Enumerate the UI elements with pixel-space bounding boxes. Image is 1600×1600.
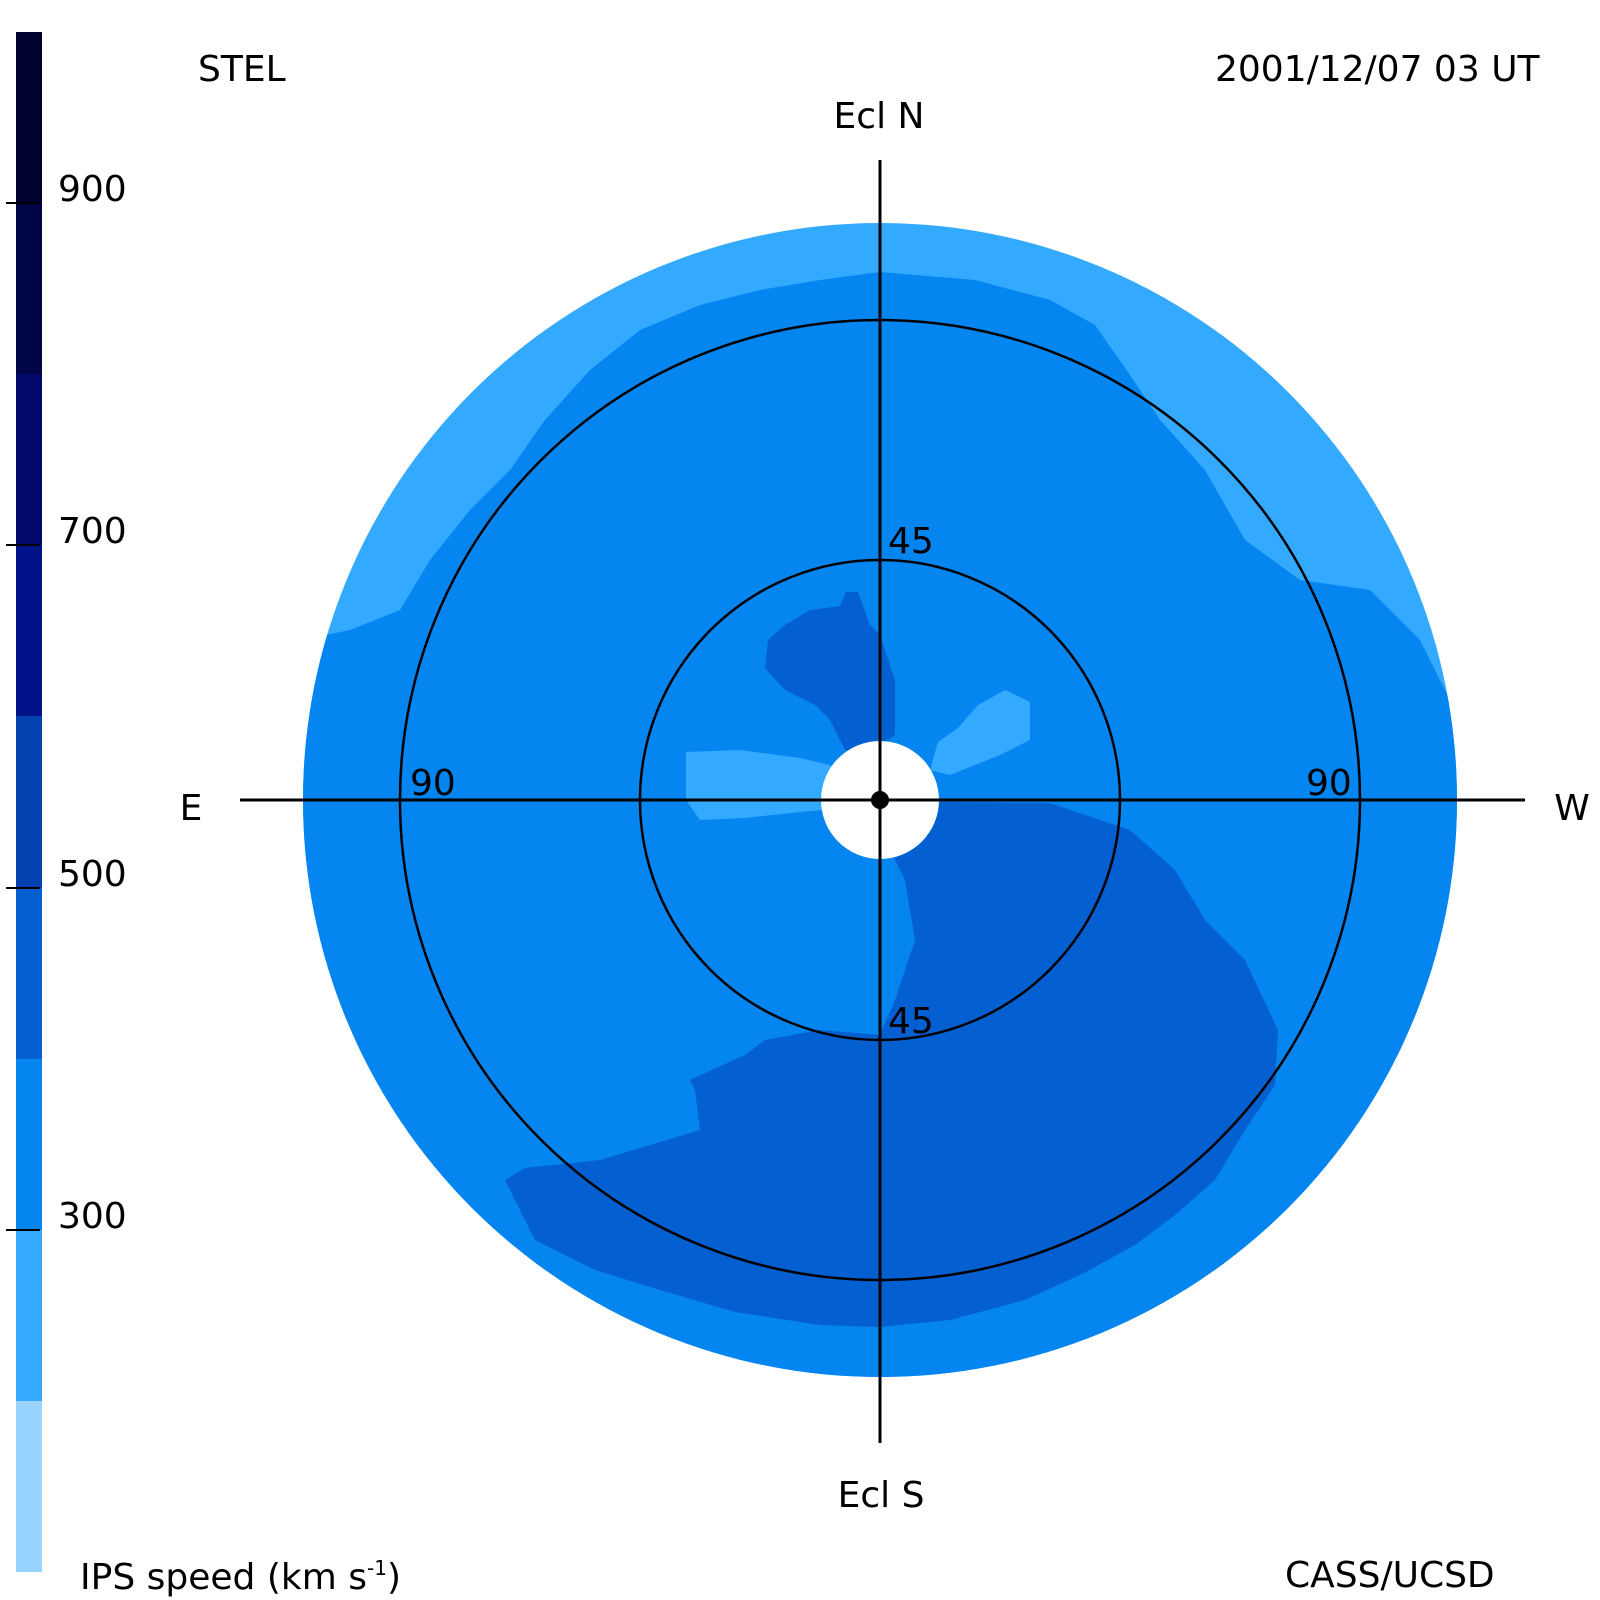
ring-label-north-45: 45 xyxy=(888,521,934,562)
colorbar-bin xyxy=(16,716,42,888)
colorbar-bin xyxy=(16,1058,42,1230)
ring-label-west-90: 90 xyxy=(1306,763,1352,804)
colorbar-tick-label: 900 xyxy=(58,169,127,211)
label-west: W xyxy=(1554,788,1590,829)
label-north: Ecl N xyxy=(834,96,925,137)
colorbar-bin xyxy=(16,887,42,1059)
colorbar-tick xyxy=(6,202,40,205)
colorbar-tick-label: 500 xyxy=(58,853,127,895)
colorbar-bin xyxy=(16,203,42,375)
label-south: Ecl S xyxy=(838,1475,925,1516)
ring-label-east-90: 90 xyxy=(410,763,456,804)
sun-marker xyxy=(871,791,889,809)
credit-label: CASS/UCSD xyxy=(1285,1555,1495,1596)
ring-label-south-45: 45 xyxy=(888,1001,934,1042)
colorbar-tick xyxy=(6,544,40,547)
colorbar-bin xyxy=(16,32,42,204)
nw-inner-patch-region xyxy=(930,690,1030,775)
colorbar-tick-label: 300 xyxy=(58,1195,127,1237)
colorbar-title: IPS speed (km s-1) xyxy=(80,1556,401,1598)
colorbar-tick xyxy=(6,886,40,889)
colorbar-bin xyxy=(16,374,42,546)
source-label: STEL xyxy=(198,49,286,90)
colorbar-bin xyxy=(16,1229,42,1401)
east-inner-patch-region xyxy=(686,750,842,820)
colorbar xyxy=(16,32,42,1572)
north-inner-lobe-region xyxy=(765,592,895,755)
colorbar-tick xyxy=(6,1228,40,1231)
colorbar-bin xyxy=(16,1400,42,1572)
colorbar-bin xyxy=(16,545,42,717)
colorbar-tick-label: 700 xyxy=(58,511,127,553)
timestamp: 2001/12/07 03 UT xyxy=(1215,49,1540,90)
southwest-lobe-region xyxy=(505,802,1278,1327)
label-east: E xyxy=(180,788,203,829)
